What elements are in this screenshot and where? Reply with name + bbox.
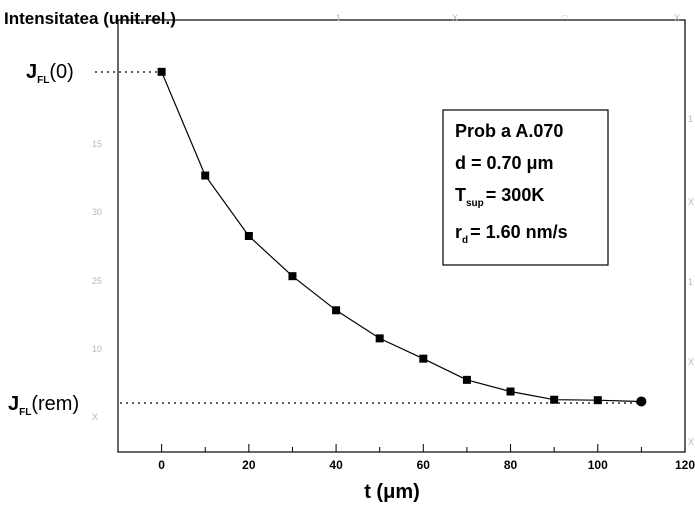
data-series [157, 67, 647, 407]
svg-text:30: 30 [92, 207, 102, 217]
x-tick-label: 20 [242, 458, 256, 472]
data-point-circle [636, 396, 647, 407]
svg-text:10: 10 [92, 344, 102, 354]
chart-title: Intensitatea (unit.rel.) [4, 9, 176, 28]
x-axis-ticks: 0 20 40 60 80 100 120 [117, 444, 695, 472]
plot-frame [117, 19, 686, 453]
svg-text:25: 25 [92, 276, 102, 286]
svg-text:X: X [688, 437, 694, 447]
x-tick-label: 40 [329, 458, 343, 472]
data-point [288, 272, 297, 281]
data-point [201, 171, 210, 180]
x-tick-label: 100 [588, 458, 608, 472]
svg-text:X: X [92, 412, 98, 422]
x-tick-label: 0 [158, 458, 165, 472]
annotation-line-thickness: d = 0.70 μm [455, 153, 554, 173]
svg-text:X: X [674, 13, 680, 23]
x-tick-label: 80 [504, 458, 518, 472]
svg-text:15: 15 [92, 139, 102, 149]
data-point [375, 334, 384, 343]
faint-ticks: 1 X □ X 15 30 25 10 X 1 X 1 X X [92, 13, 694, 447]
data-point [593, 396, 602, 405]
x-tick-label: 120 [675, 458, 695, 472]
annotation-line-sample: Prob a A.070 [455, 121, 563, 141]
svg-text:1: 1 [688, 277, 693, 287]
annotation-box [442, 109, 609, 266]
svg-text:X: X [688, 357, 694, 367]
annotation-line-deposition-rate: rd = 1.60 nm/s [455, 222, 568, 246]
data-point [462, 375, 471, 384]
data-point [506, 387, 515, 396]
annotation-line-substrate-temp: Tsup = 300K [455, 185, 544, 209]
data-point [419, 354, 428, 363]
svg-text:X: X [452, 13, 458, 23]
jflrem-label: JFL(rem) [8, 393, 79, 418]
svg-text:1: 1 [688, 114, 693, 124]
svg-text:X: X [688, 197, 694, 207]
series-line [161, 71, 642, 403]
data-point [157, 67, 166, 76]
x-tick-label: 60 [417, 458, 431, 472]
x-axis-label: t (μm) [364, 481, 420, 503]
data-point [550, 395, 559, 404]
data-point [244, 232, 253, 240]
jfl0-label: JFL(0) [26, 61, 74, 86]
svg-text:1: 1 [336, 13, 341, 23]
data-point [332, 306, 341, 315]
svg-text:□: □ [562, 13, 568, 23]
